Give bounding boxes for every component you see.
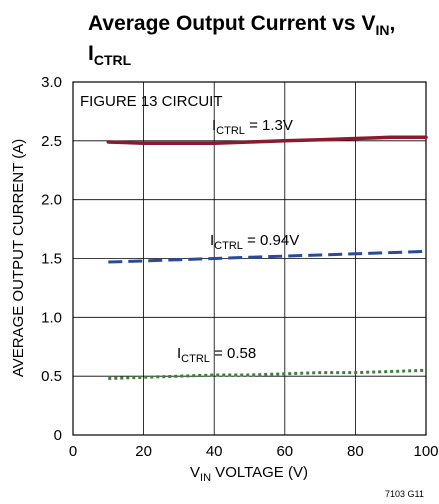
x-tick-labels: 0 20 40 60 80 100	[69, 443, 439, 460]
chart-title: Average Output Current vs VIN,	[88, 12, 395, 38]
y-tick-labels: 0 0.5 1.0 1.5 2.0 2.5 3.0	[41, 74, 62, 444]
y-tick-label: 3.0	[41, 74, 62, 91]
chart-title-line2: ICTRL	[88, 42, 132, 68]
series-line-1	[106, 135, 428, 145]
y-axis-label: AVERAGE OUTPUT CURRENT (A)	[10, 139, 27, 377]
y-tick-label: 2.0	[41, 192, 62, 209]
series-label-1: ICTRL = 1.3V	[212, 117, 293, 137]
series-group	[106, 135, 428, 380]
plot-frame	[72, 81, 427, 436]
series-line-2	[108, 249, 427, 264]
x-axis-label: VIN VOLTAGE (V)	[190, 464, 308, 484]
x-tick-label: 0	[69, 443, 77, 460]
x-tick-label: 60	[276, 443, 293, 460]
y-tick-label: 1.5	[41, 251, 62, 268]
x-tick-label: 40	[206, 443, 223, 460]
x-tick-label: 100	[413, 443, 438, 460]
x-tick-label: 20	[135, 443, 152, 460]
y-tick-label: 0.5	[41, 368, 62, 385]
figure-code: 7103 G11	[385, 489, 424, 499]
x-tick-label: 80	[347, 443, 364, 460]
y-tick-label: 1.0	[41, 309, 62, 326]
y-tick-label: 2.5	[41, 133, 62, 150]
series-line-3	[108, 368, 427, 380]
circuit-label: FIGURE 13 CIRCUIT	[80, 93, 223, 110]
y-tick-label: 0	[54, 427, 62, 444]
series-label-2: ICTRL = 0.94V	[210, 232, 299, 252]
series-label-3: ICTRL = 0.58	[177, 345, 256, 365]
